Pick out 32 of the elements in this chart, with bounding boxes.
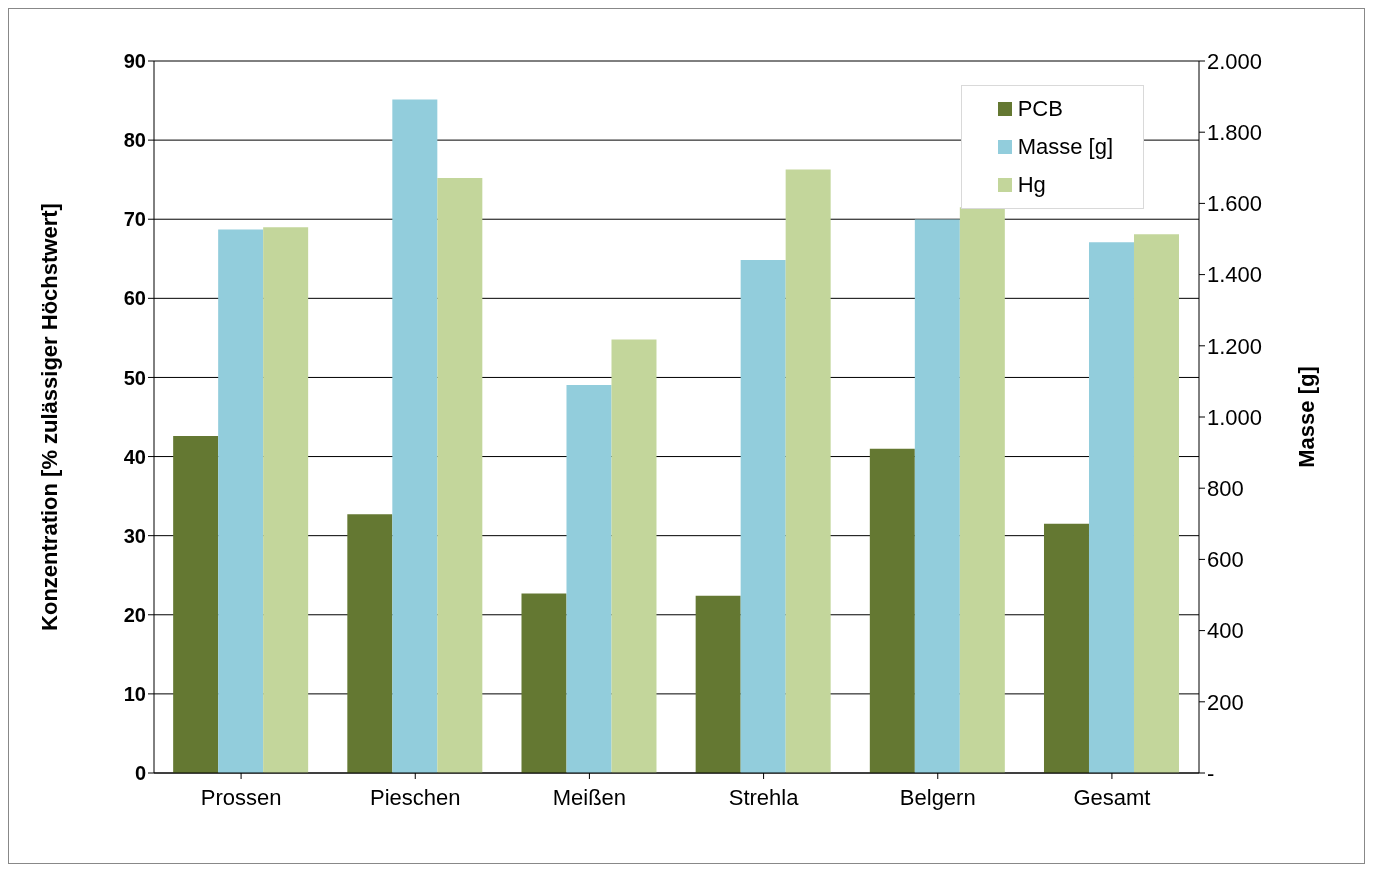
y-tick-label: 40 [123, 445, 146, 468]
y-tick-label: 80 [123, 129, 146, 152]
legend-label: PCB [1017, 95, 1063, 123]
x-tick-label: Strehla [728, 784, 800, 810]
x-tick-label: Pieschen [369, 784, 461, 810]
y2-tick-label: 1.600 [1207, 191, 1263, 217]
x-tick-label: Prossen [200, 784, 282, 810]
y2-tick-label: 1.400 [1207, 262, 1263, 288]
x-tick-label: Belgern [899, 784, 976, 810]
y-tick-label: 0 [134, 762, 146, 785]
y-tick-label: 50 [123, 366, 146, 389]
y2-axis-title: Masse [g] [1293, 366, 1319, 468]
y2-tick-label: 2.000 [1207, 48, 1263, 74]
y-tick-label: 20 [123, 603, 146, 626]
y-tick-label: 60 [123, 287, 146, 310]
y2-tick-label: 1.200 [1207, 333, 1263, 359]
y-axis-title: Konzentration [% zulässiger Höchstwert] [36, 203, 62, 631]
y2-tick-label: - [1207, 760, 1215, 786]
legend-label: Masse [g] [1017, 133, 1113, 161]
x-tick-label: Meißen [552, 784, 627, 810]
y-tick-label: 70 [123, 208, 146, 231]
y2-tick-label: 800 [1207, 476, 1244, 502]
y2-tick-label: 400 [1207, 618, 1244, 644]
y2-tick-label: 200 [1207, 689, 1244, 715]
y-tick-label: 30 [123, 524, 146, 547]
y2-tick-label: 1.800 [1207, 120, 1263, 146]
y2-tick-label: 1.000 [1207, 404, 1263, 430]
y-tick-label: 90 [123, 50, 146, 73]
y-tick-label: 10 [123, 682, 146, 705]
y2-tick-label: 600 [1207, 547, 1244, 573]
x-tick-label: Gesamt [1073, 784, 1151, 810]
legend-label: Hg [1017, 171, 1046, 199]
